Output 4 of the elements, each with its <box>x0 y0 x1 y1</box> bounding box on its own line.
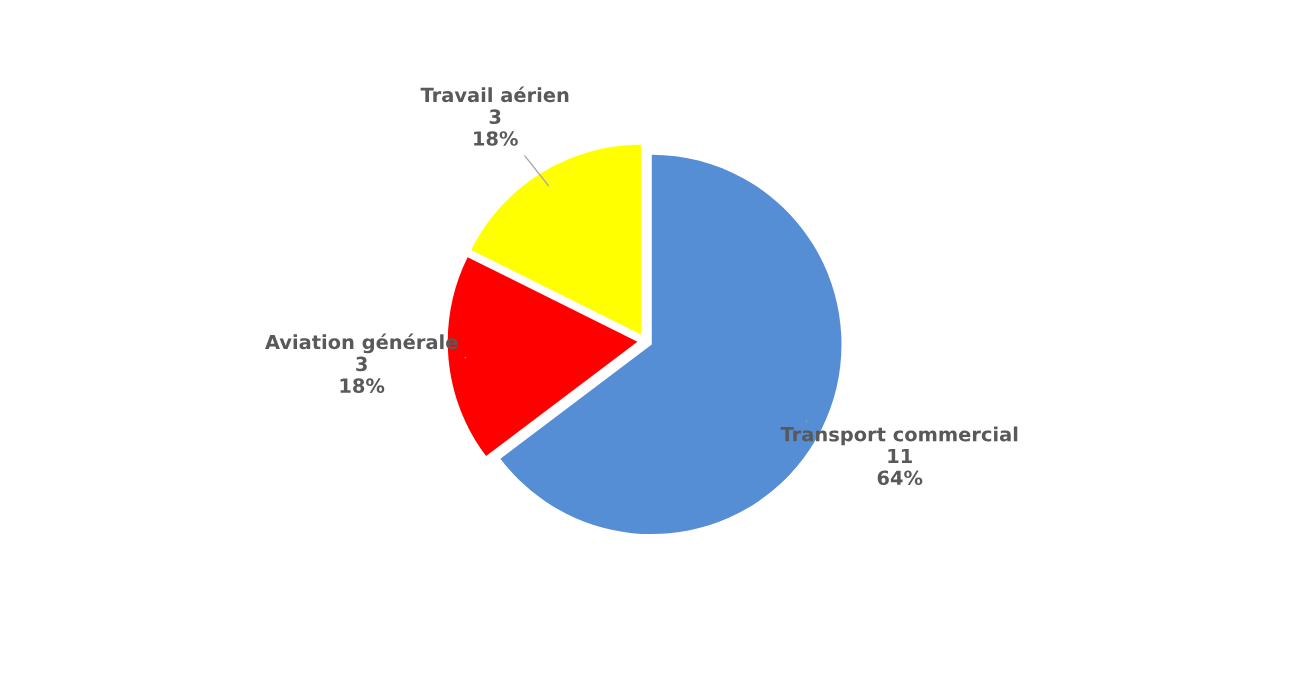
data-label: 3 18% <box>474 109 518 146</box>
data-label: 3 18% <box>340 356 385 394</box>
slice-label: Travail aérien <box>420 86 569 103</box>
data-label: 11 64% <box>877 448 923 486</box>
